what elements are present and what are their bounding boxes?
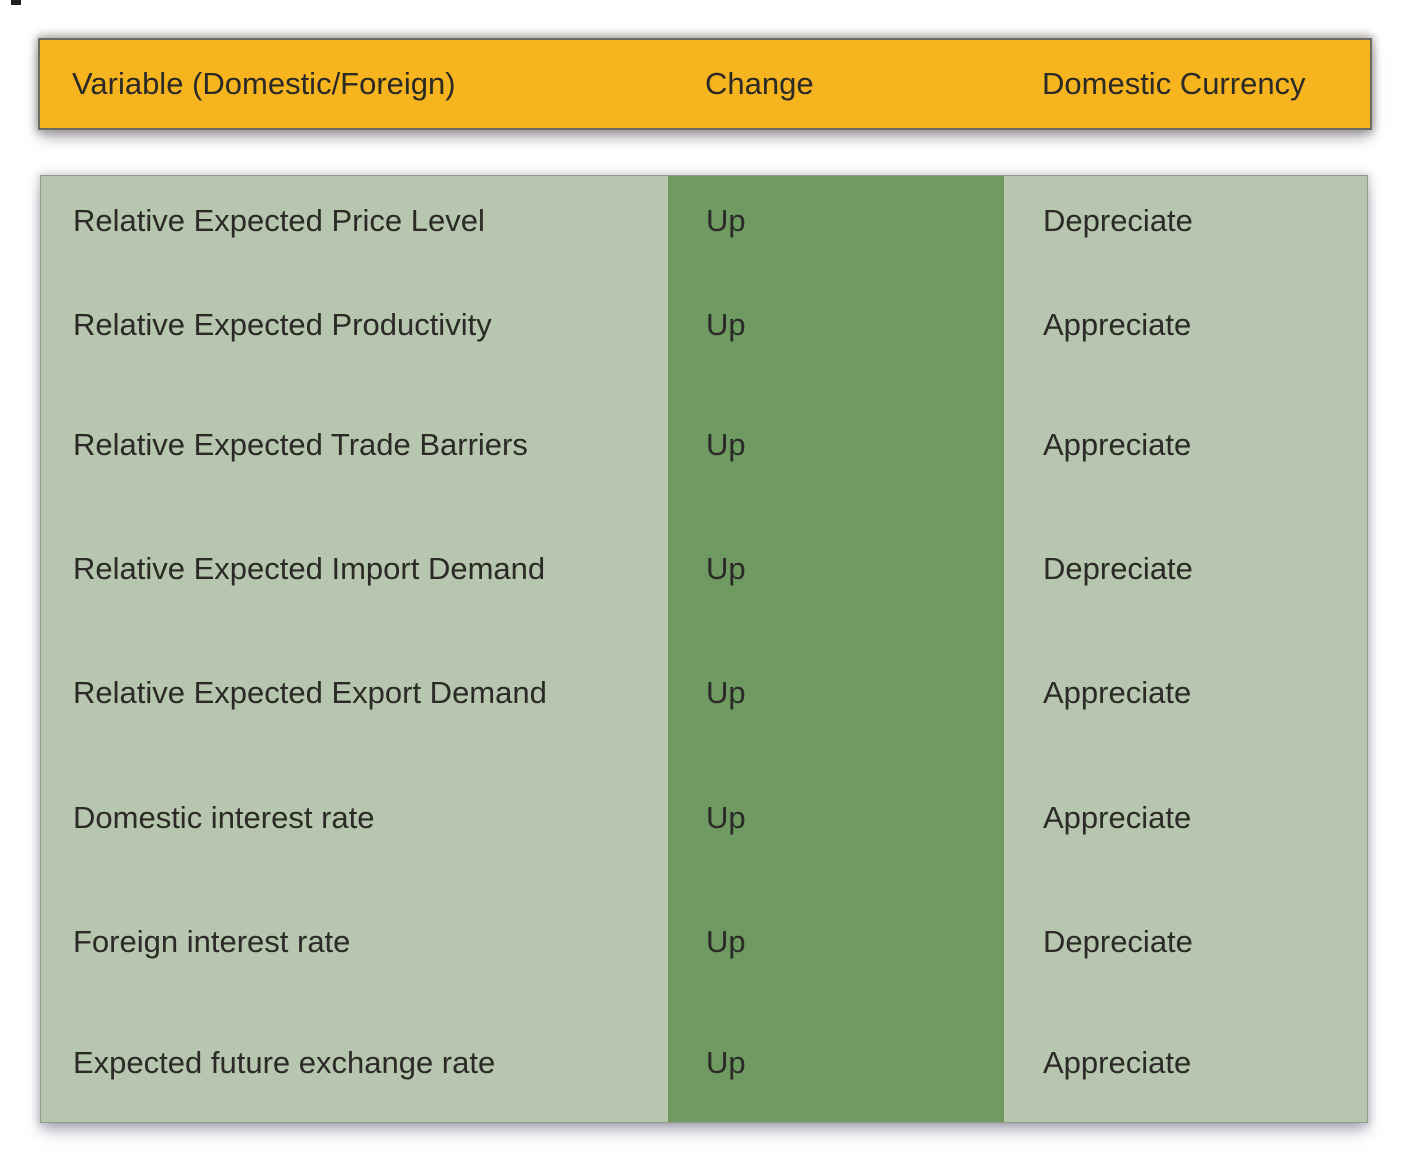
scan-artifact-mark [11,0,21,5]
cell-change: Up [668,631,1004,756]
table-body: Relative Expected Price Level Up Depreci… [40,175,1368,1123]
cell-variable: Relative Expected Productivity [73,306,492,342]
cell-currency: Appreciate [1043,799,1192,835]
cell-currency: Appreciate [1043,306,1192,342]
cell-variable: Relative Expected Trade Barriers [73,426,528,462]
cell-change: Up [668,176,1004,267]
cell-currency: Depreciate [1043,203,1193,239]
cell-change: Up [668,383,1004,507]
column-header-domestic-currency: Domestic Currency [1042,65,1306,101]
cell-variable: Relative Expected Price Level [73,203,485,239]
cell-variable: Foreign interest rate [73,924,351,960]
column-header-change: Change [705,65,814,101]
cell-currency: Depreciate [1043,550,1193,586]
cell-change: Up [668,880,1004,1005]
cell-variable: Expected future exchange rate [73,1045,496,1081]
cell-variable: Relative Expected Import Demand [73,550,546,586]
cell-variable: Relative Expected Export Demand [73,675,547,711]
cell-change: Up [668,756,1004,880]
cell-currency: Depreciate [1043,924,1193,960]
cell-currency: Appreciate [1043,675,1192,711]
cell-change: Up [668,507,1004,631]
cell-change: Up [668,1005,1004,1122]
table-header-bar: Variable (Domestic/Foreign) Change Domes… [38,38,1372,130]
cell-variable: Domestic interest rate [73,799,375,835]
cell-currency: Appreciate [1043,426,1192,462]
column-header-variable: Variable (Domestic/Foreign) [72,65,456,101]
cell-currency: Appreciate [1043,1045,1192,1081]
cell-change: Up [668,267,1004,383]
